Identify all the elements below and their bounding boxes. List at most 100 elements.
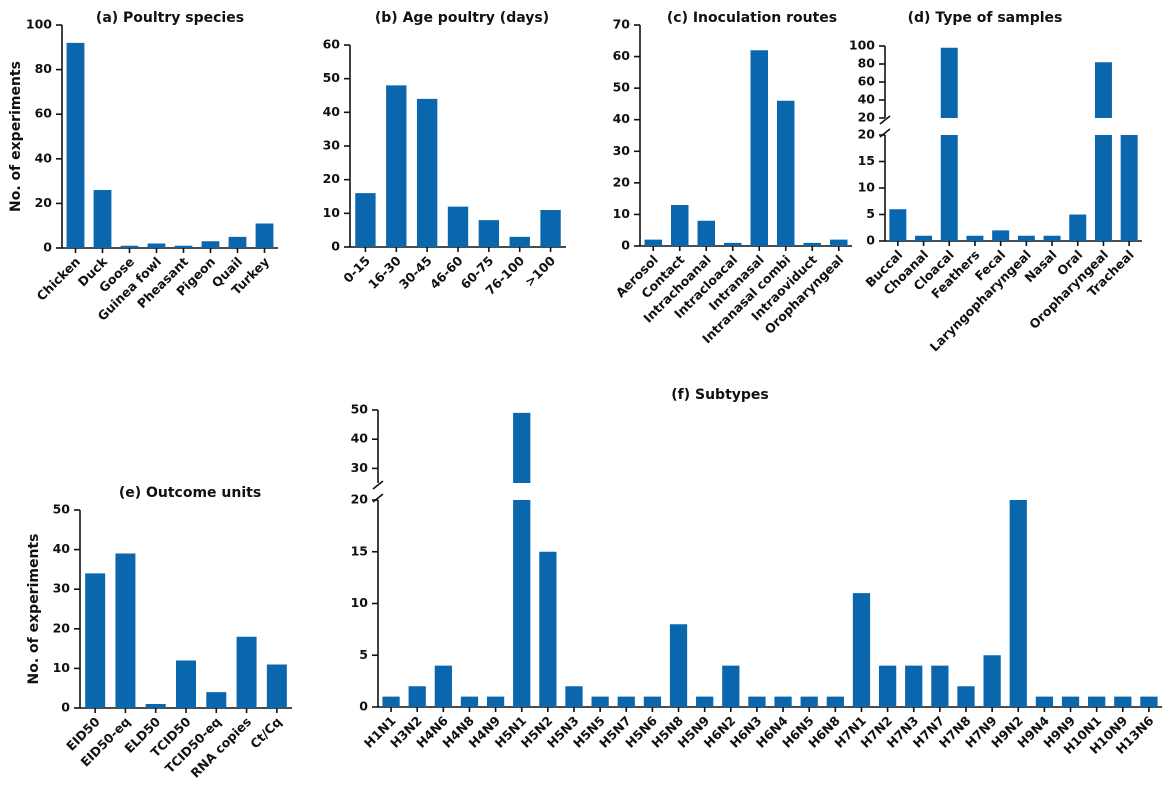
- bar: [1043, 235, 1061, 241]
- panel-title: (d) Type of samples: [908, 10, 1063, 26]
- y-tick-label: 30: [323, 138, 341, 153]
- y-tick-label: 0: [61, 700, 70, 715]
- y-tick-label: 0: [359, 699, 368, 714]
- bar: [697, 220, 715, 246]
- y-tick-label: 100: [26, 17, 52, 32]
- bar: [93, 190, 112, 248]
- y-tick-label: 40: [35, 150, 53, 165]
- y-tick-label: 50: [351, 402, 369, 417]
- bar: [255, 223, 274, 248]
- y-tick-label: 0: [331, 239, 340, 254]
- bar: [382, 696, 400, 707]
- bar: [983, 655, 1001, 707]
- bar: [722, 665, 740, 707]
- y-tick-label: 40: [53, 541, 71, 556]
- y-tick-label: 10: [858, 180, 876, 195]
- bar: [803, 242, 821, 246]
- bar: [66, 42, 85, 249]
- bar: [206, 692, 227, 708]
- bar: [486, 696, 505, 707]
- panel-title: (c) Inoculation routes: [667, 10, 837, 26]
- bar: [1035, 696, 1054, 707]
- bar: [1009, 500, 1027, 707]
- bar: [447, 206, 469, 247]
- bar: [147, 243, 166, 248]
- y-tick-label: 10: [613, 206, 631, 221]
- bar: [724, 242, 742, 246]
- y-tick-label: 60: [858, 74, 876, 89]
- bar: [85, 573, 106, 708]
- bar: [539, 551, 557, 707]
- y-tick-label: 100: [849, 38, 875, 53]
- x-tick-label: 46-60: [427, 253, 466, 292]
- x-tick-label: 30-45: [396, 253, 435, 292]
- y-tick-label: 30: [613, 143, 631, 158]
- y-tick-label: 10: [351, 595, 369, 610]
- bar: [1061, 696, 1080, 707]
- bar: [1120, 135, 1138, 241]
- bar: [643, 696, 662, 707]
- bar: [748, 696, 766, 707]
- bar: [644, 239, 662, 246]
- bar: [176, 660, 196, 708]
- y-tick-label: 50: [613, 80, 631, 95]
- bar: [671, 204, 689, 246]
- y-tick-label: 80: [35, 61, 53, 76]
- bar: [478, 220, 500, 247]
- bar: [416, 98, 438, 247]
- bar: [266, 664, 287, 708]
- y-tick-label: 20: [613, 174, 631, 189]
- bar: [201, 241, 220, 248]
- bar: [852, 593, 871, 707]
- y-tick-label: 20: [858, 127, 876, 142]
- bar: [540, 209, 561, 247]
- bar: [434, 665, 452, 707]
- bar: [915, 235, 933, 241]
- bar: [386, 85, 407, 248]
- bar: [1017, 235, 1035, 241]
- y-tick-label: 50: [323, 70, 341, 85]
- bar: [408, 686, 426, 707]
- bar: [777, 100, 795, 247]
- y-tick-label: 15: [351, 543, 368, 558]
- bar: [174, 245, 193, 248]
- y-tick-label: 15: [858, 153, 875, 168]
- bar: [228, 236, 247, 248]
- x-tick-label: 16-30: [365, 253, 404, 292]
- y-tick-label: 20: [351, 492, 369, 507]
- bar: [1088, 696, 1106, 707]
- y-tick-label: 40: [323, 104, 341, 119]
- y-tick-label: 10: [53, 660, 71, 675]
- panel-title: (f) Subtypes: [671, 387, 769, 403]
- bar: [905, 665, 923, 707]
- bar: [513, 412, 531, 707]
- bar: [509, 236, 530, 247]
- y-tick-label: 60: [35, 106, 53, 121]
- y-tick-label: 60: [613, 48, 631, 63]
- bar: [931, 665, 949, 707]
- y-tick-label: 5: [359, 647, 368, 662]
- bar: [355, 193, 376, 247]
- bar: [750, 50, 768, 246]
- y-tick-label: 70: [613, 17, 631, 32]
- bar: [669, 624, 688, 707]
- y-tick-label: 40: [351, 431, 369, 446]
- bar: [966, 235, 984, 241]
- panel-title: (e) Outcome units: [119, 485, 261, 501]
- y-tick-label: 80: [858, 56, 876, 71]
- y-tick-label: 40: [613, 111, 631, 126]
- bar: [565, 686, 583, 707]
- bar: [145, 704, 166, 708]
- y-tick-label: 0: [866, 233, 875, 248]
- bar: [889, 209, 907, 241]
- x-tick-label: Ct/Cq: [247, 714, 284, 751]
- bar: [1114, 696, 1132, 707]
- y-tick-label: 60: [323, 37, 341, 52]
- bar: [774, 696, 792, 707]
- bar: [1140, 696, 1158, 707]
- y-tick-label: 50: [53, 502, 71, 517]
- bar: [236, 636, 257, 708]
- y-tick-label: 20: [35, 195, 53, 210]
- bar: [878, 665, 897, 707]
